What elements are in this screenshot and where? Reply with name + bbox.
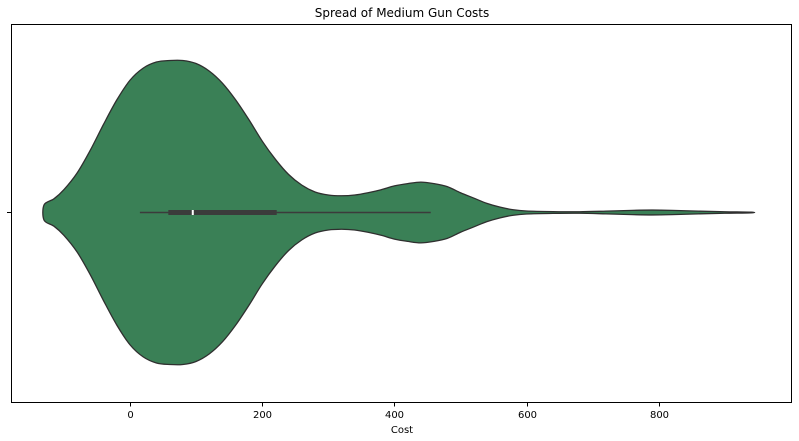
plot-area — [42, 59, 756, 366]
median-marker — [191, 210, 194, 215]
x-tick-label-200: 200 — [253, 410, 272, 421]
x-tick-label-800: 800 — [650, 410, 669, 421]
iqr-box — [168, 210, 277, 215]
chart-title: Spread of Medium Gun Costs — [315, 6, 490, 20]
x-tick-label-600: 600 — [518, 410, 537, 421]
x-tick-label-400: 400 — [385, 410, 404, 421]
x-axis-label: Cost — [391, 425, 413, 436]
x-axis: 0 200 400 600 800 — [127, 402, 669, 421]
x-tick-label-0: 0 — [127, 410, 133, 421]
plot-frame — [11, 24, 792, 403]
